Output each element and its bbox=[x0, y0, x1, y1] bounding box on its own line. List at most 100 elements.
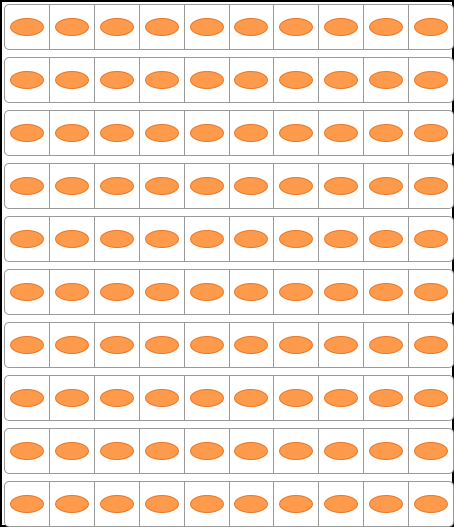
orange-oval-icon bbox=[189, 442, 224, 460]
grid-cell bbox=[319, 164, 365, 208]
orange-oval-icon bbox=[279, 389, 314, 407]
grid-cell bbox=[185, 5, 230, 49]
orange-oval-icon bbox=[414, 495, 449, 513]
grid-cell bbox=[409, 429, 453, 473]
orange-oval-icon bbox=[234, 230, 269, 248]
orange-oval-icon bbox=[234, 442, 269, 460]
orange-oval-icon bbox=[9, 389, 44, 407]
orange-oval-icon bbox=[414, 18, 449, 36]
grid-cell bbox=[140, 429, 185, 473]
grid-cell bbox=[50, 58, 95, 102]
grid-cell bbox=[274, 376, 320, 420]
grid-cell bbox=[185, 270, 230, 314]
grid-cell bbox=[185, 482, 230, 526]
grid-cell bbox=[274, 217, 320, 261]
grid-row bbox=[4, 375, 454, 421]
orange-oval-icon bbox=[279, 177, 314, 195]
grid-cell bbox=[95, 111, 140, 155]
grid-cell bbox=[140, 270, 185, 314]
grid-cell bbox=[230, 164, 275, 208]
grid-cell bbox=[230, 5, 275, 49]
grid-cell bbox=[185, 111, 230, 155]
grid-cell bbox=[140, 217, 185, 261]
orange-oval-icon bbox=[189, 18, 224, 36]
grid-cell bbox=[319, 5, 365, 49]
grid-cell bbox=[319, 429, 365, 473]
orange-oval-icon bbox=[324, 283, 359, 301]
grid-cell bbox=[50, 164, 95, 208]
orange-oval-icon bbox=[54, 442, 89, 460]
orange-oval-icon bbox=[369, 18, 404, 36]
grid-cell bbox=[95, 429, 140, 473]
grid-cell bbox=[50, 217, 95, 261]
orange-oval-icon bbox=[54, 283, 89, 301]
grid-cell bbox=[364, 376, 410, 420]
grid-cell bbox=[185, 164, 230, 208]
grid-cell bbox=[95, 270, 140, 314]
orange-oval-icon bbox=[369, 442, 404, 460]
grid-row bbox=[4, 57, 454, 103]
grid-cell bbox=[319, 270, 365, 314]
orange-oval-icon bbox=[144, 336, 179, 354]
orange-oval-icon bbox=[279, 495, 314, 513]
orange-oval-icon bbox=[99, 495, 134, 513]
grid-cell bbox=[319, 217, 365, 261]
orange-oval-icon bbox=[279, 230, 314, 248]
orange-oval-icon bbox=[9, 336, 44, 354]
grid-cell bbox=[95, 482, 140, 526]
orange-oval-icon bbox=[99, 124, 134, 142]
grid-cell bbox=[230, 323, 275, 367]
grid-cell bbox=[5, 323, 50, 367]
orange-oval-icon bbox=[144, 442, 179, 460]
orange-oval-icon bbox=[9, 177, 44, 195]
grid-cell bbox=[230, 217, 275, 261]
grid-cell bbox=[364, 429, 410, 473]
grid-cell bbox=[274, 5, 320, 49]
orange-oval-icon bbox=[414, 283, 449, 301]
orange-oval-icon bbox=[324, 495, 359, 513]
grid-cell bbox=[50, 270, 95, 314]
orange-oval-icon bbox=[279, 18, 314, 36]
orange-oval-icon bbox=[9, 124, 44, 142]
orange-oval-icon bbox=[54, 336, 89, 354]
grid-cell bbox=[230, 58, 275, 102]
orange-oval-icon bbox=[414, 442, 449, 460]
grid-cell bbox=[274, 429, 320, 473]
grid-cell bbox=[95, 58, 140, 102]
grid-cell bbox=[185, 58, 230, 102]
grid-cell bbox=[319, 482, 365, 526]
grid-cell bbox=[409, 217, 453, 261]
orange-oval-icon bbox=[9, 230, 44, 248]
orange-oval-icon bbox=[189, 495, 224, 513]
grid-cell bbox=[50, 429, 95, 473]
grid-cell bbox=[409, 5, 453, 49]
grid-cell bbox=[50, 376, 95, 420]
grid-row bbox=[4, 163, 454, 209]
grid-cell bbox=[364, 270, 410, 314]
orange-oval-icon bbox=[99, 230, 134, 248]
orange-oval-icon bbox=[9, 71, 44, 89]
grid-cell bbox=[95, 217, 140, 261]
orange-oval-icon bbox=[189, 177, 224, 195]
grid-cell bbox=[364, 323, 410, 367]
grid-cell bbox=[140, 5, 185, 49]
grid-row bbox=[4, 4, 454, 50]
grid-cell bbox=[50, 482, 95, 526]
orange-oval-icon bbox=[414, 336, 449, 354]
grid-cell bbox=[5, 376, 50, 420]
grid-cell bbox=[409, 482, 453, 526]
orange-oval-icon bbox=[234, 495, 269, 513]
grid-row bbox=[4, 110, 454, 156]
orange-oval-icon bbox=[414, 177, 449, 195]
orange-oval-icon bbox=[9, 495, 44, 513]
orange-oval-icon bbox=[99, 283, 134, 301]
grid-cell bbox=[274, 270, 320, 314]
orange-oval-icon bbox=[234, 18, 269, 36]
orange-oval-icon bbox=[279, 71, 314, 89]
orange-oval-icon bbox=[99, 442, 134, 460]
orange-oval-icon bbox=[144, 495, 179, 513]
orange-oval-icon bbox=[324, 18, 359, 36]
orange-oval-icon bbox=[99, 177, 134, 195]
grid-cell bbox=[364, 164, 410, 208]
